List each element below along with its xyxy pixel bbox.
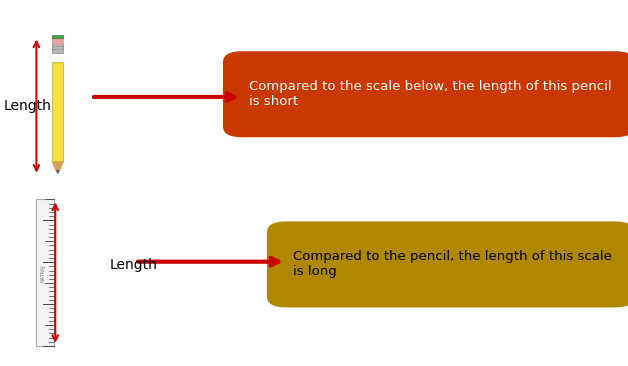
Text: NATRAJ: NATRAJ — [41, 264, 46, 281]
Text: Compared to the pencil, the length of this scale
is long: Compared to the pencil, the length of th… — [293, 250, 612, 279]
FancyBboxPatch shape — [52, 43, 63, 53]
Text: Length: Length — [3, 99, 51, 113]
FancyBboxPatch shape — [223, 51, 628, 137]
FancyBboxPatch shape — [52, 61, 63, 162]
Polygon shape — [55, 170, 60, 174]
FancyBboxPatch shape — [52, 36, 63, 38]
Text: Compared to the scale below, the length of this pencil
is short: Compared to the scale below, the length … — [249, 80, 612, 108]
Text: Length: Length — [110, 258, 158, 272]
FancyBboxPatch shape — [52, 37, 63, 44]
FancyBboxPatch shape — [267, 221, 628, 307]
Polygon shape — [52, 162, 63, 170]
FancyBboxPatch shape — [36, 199, 54, 346]
